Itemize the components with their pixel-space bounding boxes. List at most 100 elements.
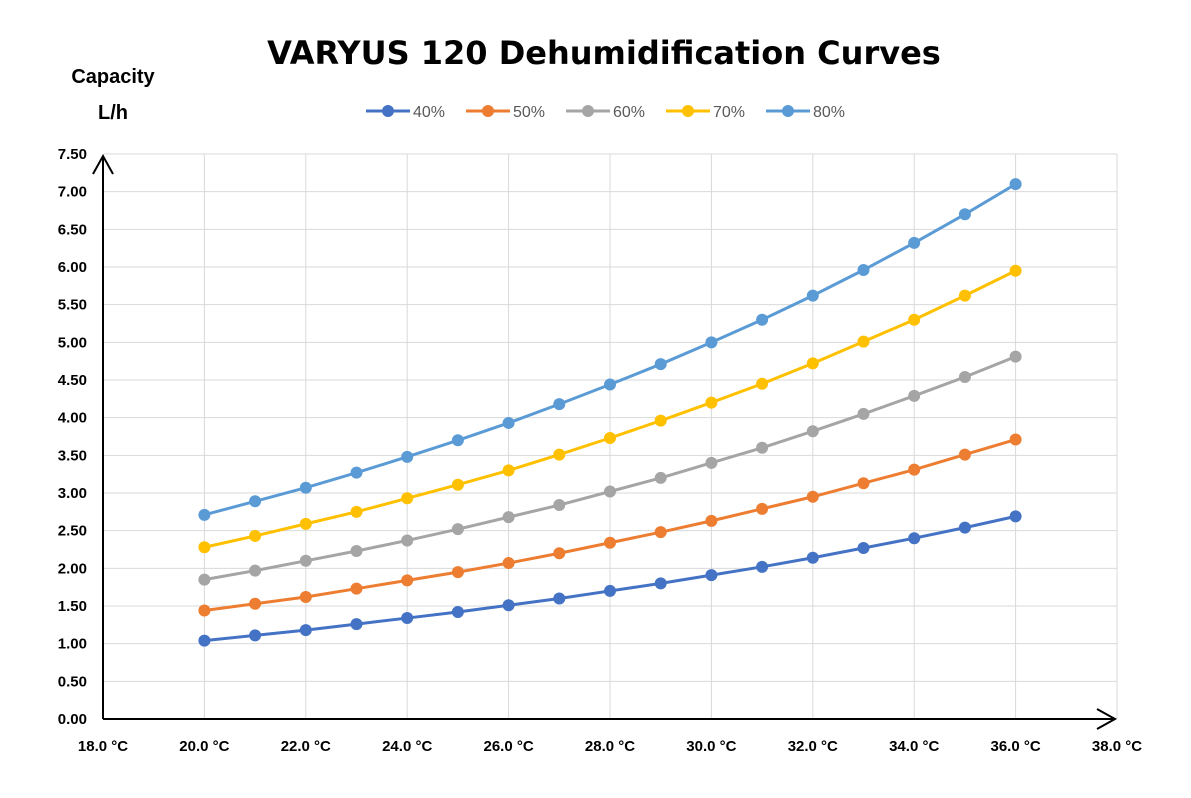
data-point: [654, 358, 667, 371]
data-point: [553, 398, 566, 411]
data-point: [299, 590, 312, 603]
data-point: [908, 313, 921, 326]
series-70-pct: [198, 264, 1022, 554]
data-point: [1009, 510, 1022, 523]
data-point: [451, 523, 464, 536]
data-point: [1009, 264, 1022, 277]
data-point: [908, 532, 921, 545]
y-tick-label: 1.00: [58, 636, 87, 653]
data-point: [756, 441, 769, 454]
x-tick-label: 20.0 °C: [179, 738, 229, 755]
y-tick-label: 3.00: [58, 485, 87, 502]
data-point: [604, 485, 616, 498]
data-point: [1009, 350, 1022, 363]
data-point: [249, 529, 262, 542]
data-point: [502, 557, 515, 570]
data-point: [604, 378, 616, 391]
data-point: [299, 624, 312, 637]
x-axis-arrow: [1096, 708, 1118, 730]
series-80-pct: [198, 178, 1022, 521]
data-point: [299, 554, 312, 567]
data-point: [350, 505, 363, 518]
data-point: [502, 511, 515, 524]
data-point: [806, 289, 819, 302]
data-point: [198, 541, 211, 554]
data-point: [198, 573, 211, 586]
data-point: [502, 416, 515, 429]
data-point: [806, 357, 819, 370]
legend-item: 70%: [666, 104, 745, 121]
data-point: [857, 264, 870, 277]
data-point: [350, 618, 363, 631]
data-point: [553, 592, 566, 605]
data-point: [198, 634, 211, 647]
y-tick-label: 3.50: [58, 447, 87, 464]
x-tick-label: 32.0 °C: [788, 738, 838, 755]
data-point: [857, 541, 870, 554]
series-60-pct: [198, 350, 1022, 586]
data-point: [604, 536, 616, 549]
data-point: [705, 396, 718, 409]
y-axis-label-line-2: L/h: [98, 102, 128, 124]
data-point: [299, 517, 312, 530]
data-point: [502, 599, 515, 612]
legend-marker: [382, 105, 394, 117]
legend-label: 50%: [513, 104, 545, 121]
data-point: [249, 629, 262, 642]
y-axis-label-line-1: Capacity: [71, 66, 155, 88]
legend-label: 80%: [813, 104, 845, 121]
data-point: [350, 545, 363, 558]
x-tick-label: 18.0 °C: [78, 738, 128, 755]
legend-marker: [682, 105, 694, 117]
data-point: [451, 478, 464, 491]
data-point: [756, 377, 769, 390]
y-tick-label: 4.00: [58, 410, 87, 427]
x-tick-label: 28.0 °C: [585, 738, 635, 755]
legend-marker: [582, 105, 594, 117]
y-tick-label: 0.50: [58, 673, 87, 690]
data-point: [958, 370, 971, 383]
x-tick-label: 24.0 °C: [382, 738, 432, 755]
data-point: [451, 434, 464, 447]
y-tick-label: 1.50: [58, 598, 87, 615]
legend-marker: [782, 105, 794, 117]
data-point: [1009, 178, 1022, 191]
data-point: [502, 464, 515, 477]
chart-title: VARYUS 120 Dehumidification Curves: [267, 34, 941, 72]
y-tick-label: 5.50: [58, 297, 87, 314]
data-point: [756, 502, 769, 515]
data-point: [705, 456, 718, 469]
data-point: [249, 597, 262, 610]
data-point: [553, 547, 566, 560]
series-group: [198, 178, 1022, 647]
axes: [92, 153, 1118, 730]
data-point: [553, 499, 566, 512]
y-tick-label: 5.00: [58, 334, 87, 351]
y-tick-label: 6.00: [58, 259, 87, 276]
data-point: [806, 490, 819, 503]
y-axis-arrow: [92, 153, 114, 175]
data-point: [806, 425, 819, 438]
data-point: [401, 612, 414, 625]
x-tick-label: 22.0 °C: [281, 738, 331, 755]
data-point: [857, 335, 870, 348]
legend-item: 60%: [566, 104, 645, 121]
data-point: [1009, 433, 1022, 446]
y-tick-label: 2.00: [58, 560, 87, 577]
data-point: [451, 566, 464, 579]
data-point: [604, 584, 616, 597]
data-point: [654, 526, 667, 539]
data-point: [705, 336, 718, 349]
legend-label: 40%: [413, 104, 445, 121]
data-point: [249, 495, 262, 508]
x-tick-label: 34.0 °C: [889, 738, 939, 755]
data-point: [451, 606, 464, 619]
data-point: [654, 577, 667, 590]
data-point: [958, 448, 971, 461]
legend-item: 80%: [766, 104, 845, 121]
data-point: [401, 450, 414, 463]
x-tick-label: 38.0 °C: [1092, 738, 1142, 755]
data-point: [857, 407, 870, 420]
data-point: [299, 481, 312, 494]
